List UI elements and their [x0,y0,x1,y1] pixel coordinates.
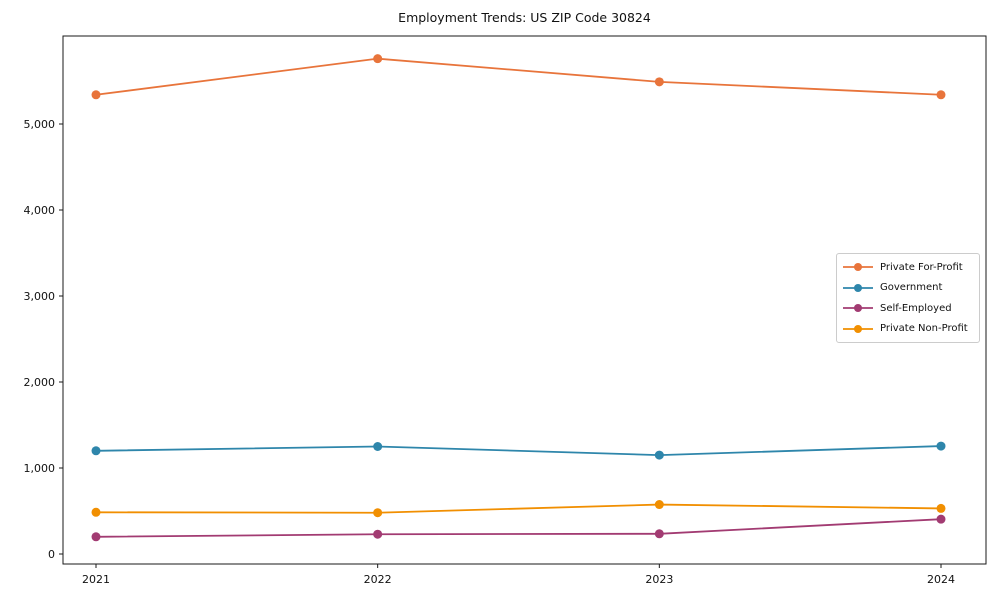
legend-item-private-for-profit: Private For-Profit [843,257,973,277]
series-line-self-employed [95,518,942,538]
data-point-private-non-profit [654,500,664,510]
series-line-private-for-profit [95,57,942,96]
chart-title: Employment Trends: US ZIP Code 30824 [398,10,651,25]
data-point-government [654,450,664,460]
data-point-private-for-profit [654,77,664,87]
data-point-self-employed [654,529,664,539]
data-point-private-non-profit [91,507,101,517]
chart-legend: Private For-Profit Government Self-Employe… [836,253,980,343]
y-tick-label: 2,000 [24,376,56,389]
legend-item-private-non-profit: Private Non-Profit [843,319,973,339]
legend-label: Private Non-Profit [880,323,968,335]
y-tick-label: 3,000 [24,290,56,303]
data-point-private-for-profit [936,90,946,100]
legend-label: Government [880,282,943,294]
data-point-private-non-profit [936,503,946,513]
legend-item-self-employed: Self-Employed [843,298,973,318]
legend-marker-icon [843,324,873,333]
data-point-self-employed [936,514,946,524]
data-point-self-employed [91,532,101,542]
x-tick-label: 2021 [82,573,110,586]
data-point-government [373,442,383,451]
legend-marker-icon [843,263,873,272]
y-tick-label: 5,000 [24,118,56,131]
data-point-government [91,446,101,456]
legend-marker-icon [843,304,873,313]
y-tick-label: 4,000 [24,204,56,217]
y-tick-label: 0 [48,548,55,561]
data-point-private-non-profit [373,508,383,518]
data-point-private-for-profit [373,54,383,64]
x-tick-label: 2023 [645,573,673,586]
series-line-government [95,445,942,457]
plot-frame [62,35,987,565]
x-tick-label: 2022 [364,573,392,586]
legend-item-government: Government [843,278,973,298]
data-point-government [936,441,946,451]
legend-label: Private For-Profit [880,261,963,273]
x-tick-label: 2024 [927,573,955,586]
data-point-private-for-profit [91,90,101,100]
data-point-self-employed [373,529,383,539]
series-line-private-non-profit [95,503,942,514]
legend-label: Self-Employed [880,302,952,314]
legend-marker-icon [843,283,873,292]
y-tick-label: 1,000 [24,462,56,475]
